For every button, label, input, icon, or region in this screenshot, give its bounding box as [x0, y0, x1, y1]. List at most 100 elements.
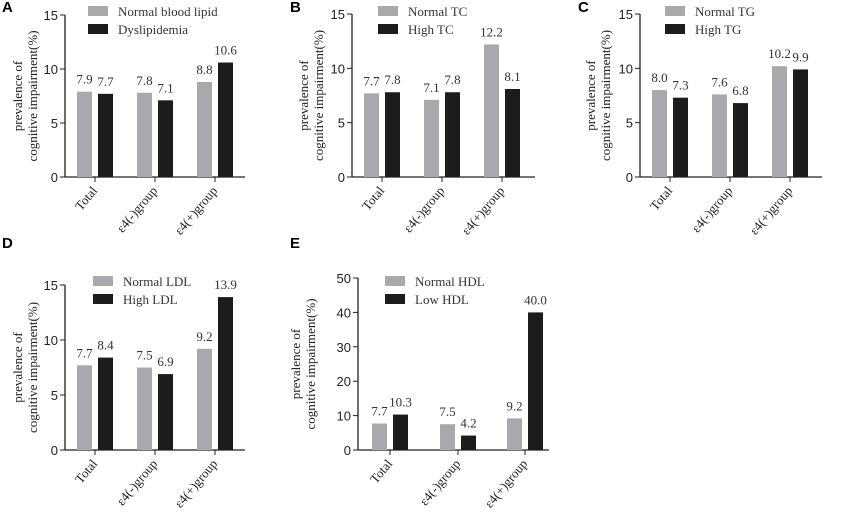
y-axis-label-line: prevalence of [10, 60, 25, 131]
legend-label: Normal TG [695, 4, 755, 19]
legend-swatch [88, 6, 108, 16]
data-label: 7.3 [672, 78, 688, 93]
y-axis-label-line: prevalence of [296, 60, 311, 131]
category-label: Total [367, 456, 396, 486]
y-axis-label: prevalence ofcognitive impairment(%) [10, 30, 40, 161]
bar-normal [652, 90, 667, 177]
legend-swatch [93, 276, 113, 286]
data-label: 9.2 [196, 329, 212, 344]
y-tick-label: 0 [51, 443, 58, 458]
panel-letter: E [290, 235, 300, 252]
data-label: 40.0 [524, 292, 547, 307]
bar-normal [484, 44, 499, 177]
legend-swatch [93, 294, 113, 304]
y-tick-label: 10 [44, 62, 58, 77]
bar-abnormal [98, 357, 113, 450]
panel-c: C 0 5 10 15 prevalence ofcognitive impairment… [578, 0, 822, 238]
category-label: ε4(-)group [688, 183, 735, 235]
y-tick-label: 15 [331, 7, 345, 22]
category-label: ε4(-)group [113, 183, 160, 235]
y-tick-label: 0 [338, 170, 345, 185]
bar-normal [77, 365, 92, 450]
category-label: ε4(-)group [400, 183, 447, 235]
legend-label: Normal HDL [415, 274, 485, 289]
legend-swatch [378, 24, 398, 34]
data-label: 7.7 [363, 73, 380, 88]
panel-letter: A [2, 0, 13, 16]
data-label: 7.8 [384, 72, 400, 87]
category-label: ε4(+)group [481, 456, 530, 510]
category-label: Total [647, 183, 676, 213]
bar-abnormal [218, 297, 233, 450]
data-label: 7.8 [444, 72, 460, 87]
category-label: ε4(-)group [113, 456, 160, 508]
data-label: 10.6 [214, 43, 237, 58]
data-label: 10.3 [389, 395, 412, 410]
data-label: 9.2 [506, 398, 522, 413]
bar-abnormal [158, 374, 173, 450]
y-axis-label-line: prevalence of [288, 328, 303, 399]
y-tick-label: 5 [51, 116, 58, 131]
data-label: 7.6 [711, 74, 728, 89]
panel-d: D 0 5 10 15 prevalence ofcognitive impairment… [2, 235, 245, 511]
data-label: 9.9 [792, 49, 808, 64]
y-tick-label: 15 [619, 7, 633, 22]
y-tick-label: 10 [619, 61, 633, 76]
panel-letter: C [578, 0, 589, 16]
y-tick-label: 0 [51, 170, 58, 185]
data-label: 7.7 [371, 404, 388, 419]
bar-normal [137, 367, 152, 450]
legend-label: High LDL [123, 292, 178, 307]
data-label: 4.2 [460, 416, 476, 431]
data-label: 6.9 [157, 354, 173, 369]
data-label: 6.8 [732, 83, 748, 98]
bar-normal [440, 424, 455, 450]
legend-swatch [665, 24, 685, 34]
panel-letter: D [2, 235, 13, 252]
y-axis-label: prevalence ofcognitive impairment(%) [583, 30, 613, 161]
bar-normal [197, 348, 212, 450]
bar-abnormal [673, 97, 688, 177]
bar-normal [137, 92, 152, 177]
data-label: 13.9 [214, 277, 237, 292]
bar-abnormal [733, 103, 748, 177]
legend-label: High TG [695, 22, 741, 37]
category-label: ε4(+)group [746, 183, 795, 237]
data-label: 7.9 [76, 72, 92, 87]
data-label: 7.5 [136, 348, 152, 363]
legend-swatch [88, 24, 108, 34]
y-tick-label: 15 [44, 8, 58, 23]
category-label: ε4(+)group [458, 183, 507, 237]
data-label: 8.1 [504, 69, 520, 84]
y-axis-label-line: cognitive impairment(%) [25, 302, 40, 433]
y-axis-label-line: cognitive impairment(%) [25, 30, 40, 161]
category-label: ε4(+)group [171, 183, 220, 237]
y-tick-label: 10 [44, 333, 58, 348]
data-label: 7.5 [439, 404, 455, 419]
legend-swatch [385, 276, 405, 286]
y-tick-label: 10 [337, 409, 351, 424]
bar-normal [772, 66, 787, 177]
bar-abnormal [793, 69, 808, 177]
bar-normal [712, 94, 727, 177]
legend-label: Low HDL [415, 292, 469, 307]
legend-label: Normal TC [408, 4, 467, 19]
bar-normal [77, 91, 92, 177]
bar-abnormal [158, 100, 173, 177]
bar-abnormal [505, 88, 520, 177]
bar-normal [507, 418, 522, 450]
y-axis-label: prevalence ofcognitive impairment(%) [10, 302, 40, 433]
y-axis-label: prevalence ofcognitive impairment(%) [296, 30, 326, 161]
y-tick-label: 5 [626, 116, 633, 131]
category-label: Total [72, 183, 101, 213]
y-axis-label: prevalence ofcognitive impairment(%) [288, 298, 318, 429]
category-label: ε4(+)group [171, 456, 220, 510]
y-tick-label: 50 [337, 271, 351, 286]
legend-swatch [378, 6, 398, 16]
y-tick-label: 30 [337, 340, 351, 355]
data-label: 8.8 [196, 62, 212, 77]
data-label: 10.2 [768, 46, 791, 61]
legend-swatch [665, 6, 685, 16]
y-tick-label: 0 [626, 170, 633, 185]
